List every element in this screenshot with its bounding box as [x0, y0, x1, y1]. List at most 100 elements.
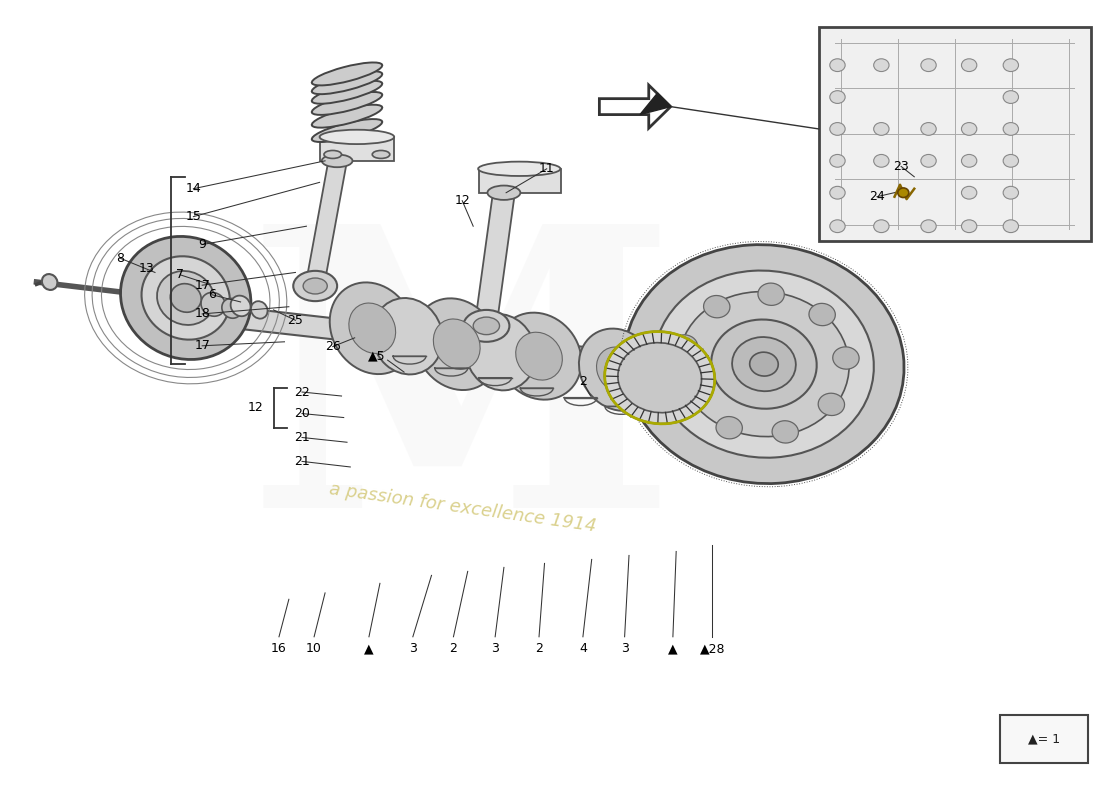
Text: 22: 22 — [294, 386, 310, 398]
Ellipse shape — [961, 186, 977, 199]
Ellipse shape — [898, 188, 909, 198]
Ellipse shape — [921, 58, 936, 71]
Ellipse shape — [808, 303, 835, 326]
Text: 24: 24 — [869, 190, 884, 203]
Text: ▲28: ▲28 — [700, 642, 725, 655]
Ellipse shape — [372, 298, 442, 374]
Polygon shape — [640, 93, 671, 114]
Ellipse shape — [654, 270, 873, 458]
Ellipse shape — [222, 298, 242, 318]
Ellipse shape — [231, 296, 251, 316]
Ellipse shape — [463, 310, 509, 342]
Ellipse shape — [579, 329, 657, 411]
Ellipse shape — [733, 337, 795, 391]
Text: 3: 3 — [620, 642, 628, 655]
Polygon shape — [177, 300, 769, 388]
Text: 15: 15 — [186, 210, 201, 223]
Ellipse shape — [251, 301, 267, 318]
Ellipse shape — [758, 283, 784, 306]
Ellipse shape — [704, 295, 730, 318]
Ellipse shape — [829, 154, 845, 167]
Ellipse shape — [157, 271, 214, 325]
Polygon shape — [307, 161, 346, 281]
Ellipse shape — [349, 303, 396, 354]
Ellipse shape — [921, 154, 936, 167]
Text: 9: 9 — [198, 238, 206, 251]
Ellipse shape — [750, 352, 778, 376]
Ellipse shape — [829, 58, 845, 71]
Ellipse shape — [596, 347, 639, 392]
Text: 3: 3 — [409, 642, 417, 655]
Text: 14: 14 — [186, 182, 201, 195]
Ellipse shape — [201, 293, 225, 316]
Ellipse shape — [961, 154, 977, 167]
Ellipse shape — [324, 150, 341, 158]
Ellipse shape — [170, 284, 201, 312]
Text: 12: 12 — [454, 194, 470, 207]
Ellipse shape — [1003, 154, 1019, 167]
Polygon shape — [478, 169, 561, 193]
Ellipse shape — [772, 421, 799, 443]
Text: 4: 4 — [579, 642, 587, 655]
Text: 20: 20 — [294, 407, 310, 420]
Ellipse shape — [618, 342, 702, 413]
Ellipse shape — [497, 313, 582, 400]
Text: 7: 7 — [176, 268, 184, 282]
Text: 3: 3 — [492, 642, 499, 655]
Ellipse shape — [311, 81, 382, 104]
Polygon shape — [600, 85, 671, 128]
Ellipse shape — [1003, 220, 1019, 233]
Ellipse shape — [1003, 58, 1019, 71]
Text: 8: 8 — [116, 251, 124, 265]
Ellipse shape — [1003, 90, 1019, 103]
Ellipse shape — [473, 317, 499, 334]
Ellipse shape — [320, 130, 394, 144]
Polygon shape — [475, 193, 515, 320]
Ellipse shape — [712, 319, 816, 409]
Text: 10: 10 — [306, 642, 322, 655]
Ellipse shape — [679, 292, 849, 437]
Ellipse shape — [921, 122, 936, 135]
Ellipse shape — [311, 92, 382, 115]
Text: M: M — [248, 211, 678, 589]
Ellipse shape — [1003, 122, 1019, 135]
Ellipse shape — [961, 122, 977, 135]
Ellipse shape — [961, 58, 977, 71]
Polygon shape — [320, 137, 394, 161]
Ellipse shape — [516, 332, 562, 380]
Ellipse shape — [311, 105, 382, 128]
Ellipse shape — [833, 347, 859, 369]
Ellipse shape — [465, 314, 536, 390]
Ellipse shape — [372, 150, 389, 158]
Text: 25: 25 — [287, 314, 304, 326]
Ellipse shape — [818, 394, 845, 415]
Ellipse shape — [624, 245, 904, 483]
Ellipse shape — [311, 62, 382, 86]
Ellipse shape — [921, 220, 936, 233]
Text: ▲= 1: ▲= 1 — [1027, 732, 1059, 746]
Bar — [1000, 715, 1088, 762]
Text: a passion for excellence 1914: a passion for excellence 1914 — [328, 480, 597, 535]
Ellipse shape — [304, 278, 328, 294]
Ellipse shape — [829, 186, 845, 199]
Ellipse shape — [121, 237, 251, 359]
Ellipse shape — [478, 162, 560, 176]
Text: 6: 6 — [208, 288, 216, 302]
Ellipse shape — [311, 71, 382, 94]
Text: 21: 21 — [294, 431, 310, 444]
Text: 2: 2 — [535, 642, 543, 655]
Bar — [818, 27, 1091, 241]
Ellipse shape — [829, 220, 845, 233]
Ellipse shape — [322, 154, 352, 167]
Ellipse shape — [415, 298, 499, 390]
Ellipse shape — [873, 220, 889, 233]
Ellipse shape — [330, 282, 415, 374]
Ellipse shape — [676, 382, 703, 405]
Ellipse shape — [294, 271, 337, 301]
Text: 23: 23 — [893, 160, 909, 173]
Ellipse shape — [961, 220, 977, 233]
Ellipse shape — [716, 417, 742, 439]
Text: 11: 11 — [539, 162, 554, 175]
Ellipse shape — [829, 122, 845, 135]
Text: 2: 2 — [579, 375, 587, 388]
